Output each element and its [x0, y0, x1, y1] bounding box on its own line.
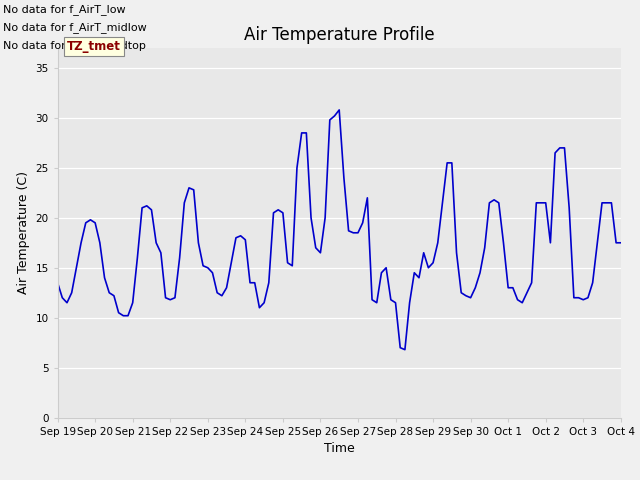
- Text: No data for f_AirT_midlow: No data for f_AirT_midlow: [3, 22, 147, 33]
- Text: No data for f_AirT_low: No data for f_AirT_low: [3, 4, 126, 15]
- Text: TZ_tmet: TZ_tmet: [67, 40, 121, 53]
- Title: Air Temperature Profile: Air Temperature Profile: [244, 25, 435, 44]
- X-axis label: Time: Time: [324, 442, 355, 455]
- Text: No data for f_AirT_midtop: No data for f_AirT_midtop: [3, 40, 146, 51]
- Y-axis label: Air Temperature (C): Air Temperature (C): [17, 171, 30, 294]
